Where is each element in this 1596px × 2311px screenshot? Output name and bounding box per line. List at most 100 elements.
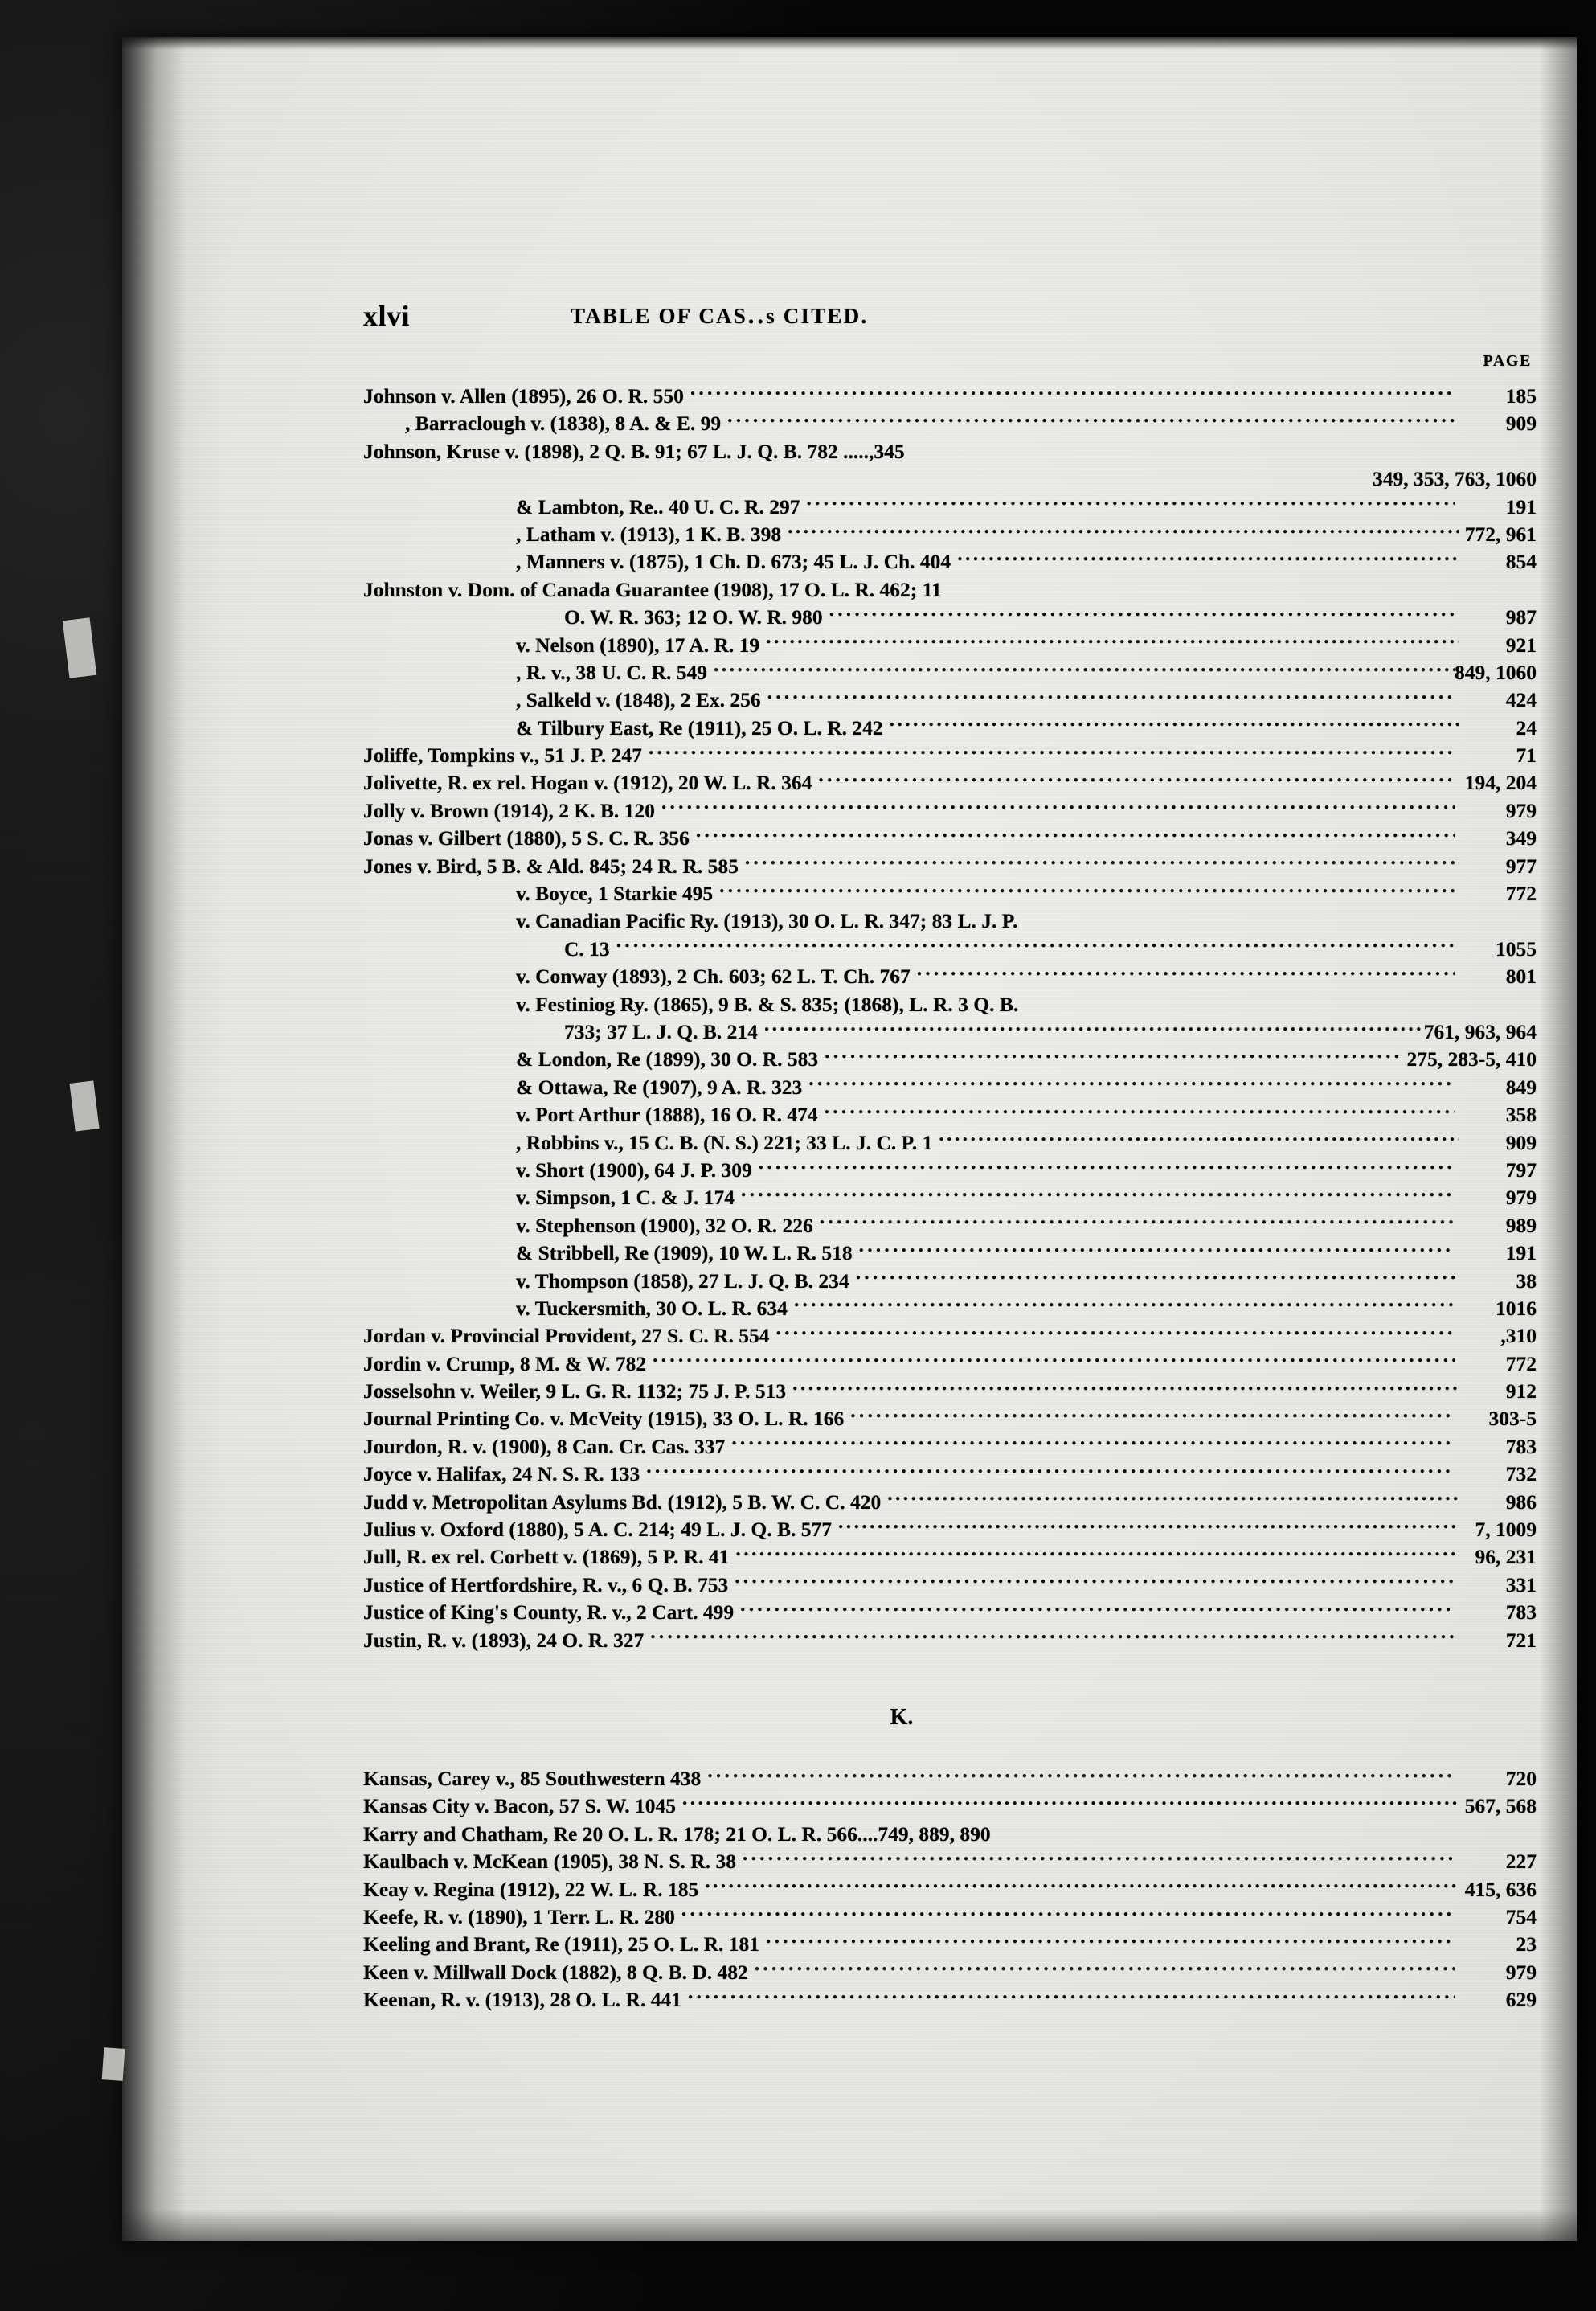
case-citation: v. Canadian Pacific Ry. (1913), 30 O. L.… bbox=[516, 909, 1018, 933]
case-page-number: 227 bbox=[1505, 1850, 1537, 1874]
dot-leader bbox=[705, 1872, 1459, 1896]
case-citation: Joliffe, Tompkins v., 51 J. P. 247 bbox=[363, 744, 642, 768]
case-citation: 733; 37 L. J. Q. B. 214 bbox=[564, 1019, 758, 1043]
dot-leader bbox=[1025, 987, 1455, 1011]
case-entry-row: , Salkeld v. (1848), 2 Ex. 256 424 bbox=[363, 682, 1537, 711]
case-entry-row: & London, Re (1899), 30 O. R. 583 275, 28… bbox=[363, 1042, 1537, 1071]
case-entry-row: Keefe, R. v. (1890), 1 Terr. L. R. 280 75… bbox=[363, 1899, 1537, 1928]
case-citation: Jourdon, R. v. (1900), 8 Can. Cr. Cas. 3… bbox=[363, 1434, 726, 1458]
case-citation: , Manners v. (1875), 1 Ch. D. 673; 45 L.… bbox=[516, 550, 951, 574]
dot-leader bbox=[766, 628, 1459, 652]
case-entry-row: , R. v., 38 U. C. R. 549 849, 1060 bbox=[363, 655, 1537, 684]
case-citation: v. Thompson (1858), 27 L. J. Q. B. 234 bbox=[516, 1268, 849, 1293]
case-citation: , R. v., 38 U. C. R. 549 bbox=[516, 660, 708, 684]
dot-leader bbox=[649, 738, 1455, 762]
case-citation: Kaulbach v. McKean (1905), 38 N. S. R. 3… bbox=[363, 1850, 736, 1874]
case-citation: , Salkeld v. (1848), 2 Ex. 256 bbox=[516, 688, 761, 712]
case-entry-row: v. Nelson (1890), 17 A. R. 19 921 bbox=[363, 628, 1537, 657]
dot-leader bbox=[788, 517, 1459, 541]
dot-leader bbox=[764, 1014, 1424, 1039]
dot-leader bbox=[890, 711, 1459, 735]
case-page-number: 854 bbox=[1505, 550, 1537, 574]
dot-leader bbox=[653, 1346, 1455, 1371]
page-column-header: PAGE bbox=[1483, 352, 1532, 370]
dot-leader bbox=[1024, 904, 1455, 928]
case-entry-row: Johnson, Kruse v. (1898), 2 Q. B. 91; 67… bbox=[363, 434, 1537, 463]
case-citation: Kansas, Carey v., 85 Southwestern 438 bbox=[363, 1766, 702, 1790]
dot-leader bbox=[650, 1623, 1455, 1647]
dot-leader bbox=[616, 932, 1455, 956]
case-entry-row: Karry and Chatham, Re 20 O. L. R. 178; 2… bbox=[363, 1817, 1537, 1846]
case-entry-row: v. Short (1900), 64 J. P. 309 797 bbox=[363, 1153, 1537, 1182]
case-entry-row: Johnston v. Dom. of Canada Guarantee (19… bbox=[363, 572, 1537, 601]
case-page-number: 979 bbox=[1505, 1186, 1537, 1210]
dot-leader bbox=[948, 572, 1455, 596]
case-entry-row: 733; 37 L. J. Q. B. 214 761, 963, 964 bbox=[363, 1014, 1537, 1043]
case-entry-row: v. Canadian Pacific Ry. (1913), 30 O. L.… bbox=[363, 904, 1537, 932]
case-page-number: 979 bbox=[1505, 798, 1537, 822]
dot-leader bbox=[696, 821, 1455, 845]
case-page-number: 191 bbox=[1505, 1241, 1537, 1265]
dot-leader bbox=[714, 655, 1455, 679]
page-folio-number: xlvi bbox=[363, 300, 411, 332]
case-page-number: 424 bbox=[1505, 688, 1537, 712]
case-page-number: 772 bbox=[1505, 1351, 1537, 1375]
case-page-number: 358 bbox=[1505, 1103, 1537, 1127]
case-entry-row: Kansas City v. Bacon, 57 S. W. 1045 567, … bbox=[363, 1789, 1537, 1817]
dot-leader bbox=[856, 1264, 1455, 1288]
case-citation: Johnston v. Dom. of Canada Guarantee (19… bbox=[363, 577, 942, 601]
case-citation: Journal Printing Co. v. McVeity (1915), … bbox=[363, 1407, 845, 1431]
case-citation: Karry and Chatham, Re 20 O. L. R. 178; 2… bbox=[363, 1821, 991, 1846]
case-page-number: 783 bbox=[1505, 1600, 1537, 1625]
case-entry-row: Keay v. Regina (1912), 22 W. L. R. 185 41… bbox=[363, 1872, 1537, 1901]
case-page-number: 349 bbox=[1505, 826, 1537, 850]
case-page-number: 303-5 bbox=[1488, 1407, 1537, 1431]
case-entry-row: Joyce v. Halifax, 24 N. S. R. 133 732 bbox=[363, 1457, 1537, 1485]
case-entry-row: v. Tuckersmith, 30 O. L. R. 634 1016 bbox=[363, 1291, 1537, 1320]
case-entry-row: Keeling and Brant, Re (1911), 25 O. L. R… bbox=[363, 1927, 1537, 1956]
case-entry-row: O. W. R. 363; 12 O. W. R. 980 987 bbox=[363, 600, 1537, 629]
case-citation: Keay v. Regina (1912), 22 W. L. R. 185 bbox=[363, 1877, 699, 1901]
case-citation: & Tilbury East, Re (1911), 25 O. L. R. 2… bbox=[516, 715, 883, 740]
case-citation: Justice of King's County, R. v., 2 Cart.… bbox=[363, 1600, 735, 1625]
case-entry-row: Johnson v. Allen (1895), 26 O. R. 550 185 bbox=[363, 379, 1537, 408]
dot-leader bbox=[829, 600, 1455, 624]
case-citation: Jolly v. Brown (1914), 2 K. B. 120 bbox=[363, 798, 655, 822]
dot-leader bbox=[707, 1761, 1455, 1785]
dot-leader bbox=[792, 1374, 1459, 1398]
case-page-number: 909 bbox=[1505, 1130, 1537, 1154]
case-entry-row: & Stribbell, Re (1909), 10 W. L. R. 518 1… bbox=[363, 1235, 1537, 1264]
case-citation: v. Stephenson (1900), 32 O. R. 226 bbox=[516, 1213, 813, 1237]
case-citation: v. Short (1900), 64 J. P. 309 bbox=[516, 1158, 752, 1182]
case-citation: Johnson v. Allen (1895), 26 O. R. 550 bbox=[363, 384, 684, 408]
dot-leader bbox=[766, 1927, 1455, 1951]
case-entry-row: Josselsohn v. Weiler, 9 L. G. R. 1132; 7… bbox=[363, 1374, 1537, 1403]
case-entry-row: Journal Printing Co. v. McVeity (1915), … bbox=[363, 1401, 1537, 1430]
case-entry-row: v. Festiniog Ry. (1865), 9 B. & S. 835; … bbox=[363, 987, 1537, 1016]
dot-leader bbox=[646, 1457, 1455, 1481]
case-citation: v. Conway (1893), 2 Ch. 603; 62 L. T. Ch… bbox=[516, 965, 911, 989]
case-entry-row: v. Simpson, 1 C. & J. 174 979 bbox=[363, 1180, 1537, 1209]
case-entry-row: Kansas, Carey v., 85 Southwestern 438 720 bbox=[363, 1761, 1537, 1790]
case-citation: Keen v. Millwall Dock (1882), 8 Q. B. D.… bbox=[363, 1960, 748, 1984]
dot-leader bbox=[859, 1235, 1455, 1260]
dot-leader bbox=[727, 406, 1455, 430]
page-right-edge-shadow bbox=[1540, 37, 1577, 2241]
running-head: xlvi TABLE OF CAS․․s CITED. bbox=[363, 299, 1537, 332]
case-page-number: 921 bbox=[1505, 633, 1537, 657]
case-citation: v. Nelson (1890), 17 A. R. 19 bbox=[516, 633, 760, 657]
case-entry-row: , Barraclough v. (1838), 8 A. & E. 99 909 bbox=[363, 406, 1537, 435]
case-entry-row: v. Thompson (1858), 27 L. J. Q. B. 234 38 bbox=[363, 1264, 1537, 1293]
section-gap-after-letter bbox=[363, 1740, 1537, 1761]
case-citation: v. Tuckersmith, 30 O. L. R. 634 bbox=[516, 1296, 788, 1320]
dot-leader bbox=[911, 434, 1455, 458]
case-citation: v. Festiniog Ry. (1865), 9 B. & S. 835; … bbox=[516, 992, 1019, 1016]
section-letter-heading: K. bbox=[890, 1704, 914, 1730]
dot-leader bbox=[690, 379, 1455, 403]
case-entry-row: Jones v. Bird, 5 B. & Ald. 845; 24 R. R.… bbox=[363, 849, 1537, 878]
case-entry-row: Jourdon, R. v. (1900), 8 Can. Cr. Cas. 3… bbox=[363, 1429, 1537, 1458]
case-citation: Jonas v. Gilbert (1880), 5 S. C. R. 356 bbox=[363, 826, 690, 850]
case-page-number: 567, 568 bbox=[1464, 1794, 1537, 1818]
case-page-number: 275, 283-5, 410 bbox=[1406, 1047, 1537, 1072]
